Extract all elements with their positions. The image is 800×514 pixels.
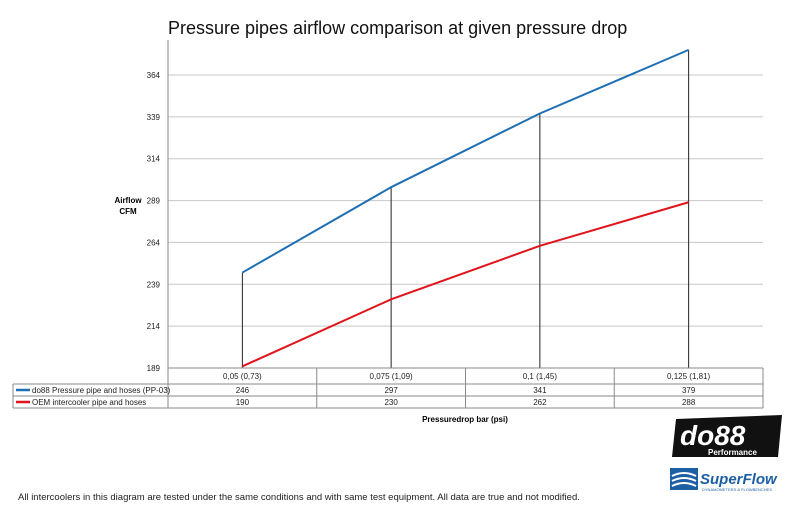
y-tick-label: 189 xyxy=(147,364,161,373)
chart-title: Pressure pipes airflow comparison at giv… xyxy=(168,18,628,38)
x-tick-label: 0,125 (1,81) xyxy=(667,372,710,381)
x-tick-label: 0,075 (1,09) xyxy=(370,372,413,381)
footnote: All intercoolers in this diagram are tes… xyxy=(18,492,580,503)
superflow-logo: SuperFlow DYNAMOMETERS & FLOWBENCHES xyxy=(670,468,778,492)
y-axis-label: CFM xyxy=(119,207,137,216)
data-label: 341 xyxy=(533,386,547,395)
y-tick-label: 314 xyxy=(147,155,161,164)
x-axis-label: Pressuredrop bar (psi) xyxy=(422,415,508,424)
data-label: 288 xyxy=(682,398,696,407)
y-axis-label: Airflow xyxy=(114,196,142,205)
y-tick-label: 239 xyxy=(147,280,161,289)
series-line-0 xyxy=(241,48,690,274)
y-tick-label: 364 xyxy=(147,71,161,80)
do88-logo: do88 Performance xyxy=(672,415,782,457)
y-tick-label: 339 xyxy=(147,113,161,122)
x-tick-label: 0,05 (0,73) xyxy=(223,372,262,381)
legend-label: do88 Pressure pipe and hoses (PP-03) xyxy=(32,386,171,395)
data-label: 246 xyxy=(236,386,250,395)
data-label: 230 xyxy=(384,398,398,407)
do88-logo-text: do88 xyxy=(680,420,746,451)
data-label: 262 xyxy=(533,398,547,407)
data-label: 190 xyxy=(236,398,250,407)
y-tick-label: 214 xyxy=(147,322,161,331)
do88-logo-sub: Performance xyxy=(708,448,757,457)
legend-label: OEM intercooler pipe and hoses xyxy=(32,398,146,407)
series-line-1 xyxy=(241,201,689,368)
y-tick-label: 264 xyxy=(147,238,161,247)
data-label: 379 xyxy=(682,386,696,395)
superflow-logo-sub: DYNAMOMETERS & FLOWBENCHES xyxy=(702,487,772,492)
superflow-logo-text: SuperFlow xyxy=(700,471,778,488)
y-tick-label: 289 xyxy=(147,197,161,206)
data-label: 297 xyxy=(384,386,398,395)
x-tick-label: 0,1 (1,45) xyxy=(523,372,558,381)
